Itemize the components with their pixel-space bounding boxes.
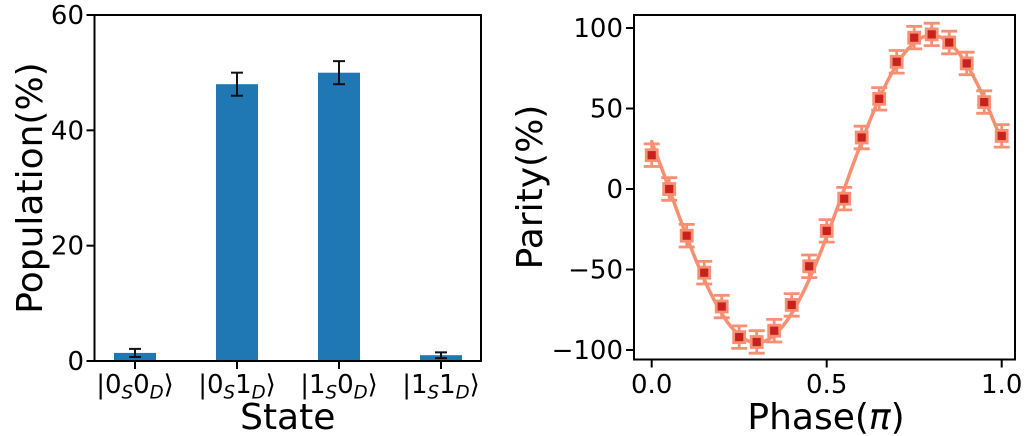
y-tick-label: 0 [67, 347, 84, 377]
x-tick-label: |1S1D⟩ [402, 370, 480, 404]
data-point-marker [872, 91, 887, 106]
y-axis-label: Parity(%) [515, 105, 551, 270]
data-point-marker [959, 56, 974, 71]
x-axis-ticks [650, 360, 1003, 368]
y-tick-label: 0 [606, 175, 623, 205]
data-point-marker [802, 259, 817, 274]
bar [216, 84, 258, 361]
data-point-marker [767, 323, 782, 338]
data-point-marker [837, 191, 852, 206]
x-tick-label: |0S0D⟩ [96, 370, 174, 404]
data-point-marker [784, 297, 799, 312]
x-tick-label: 0.5 [806, 370, 847, 400]
data-points [644, 27, 1009, 349]
data-point-marker [924, 27, 939, 42]
bars [114, 72, 462, 361]
data-point-marker [977, 95, 992, 109]
axes-frame [93, 14, 482, 362]
data-point-marker [644, 148, 659, 163]
y-tick-label: 60 [51, 1, 84, 31]
data-point-marker [749, 335, 764, 349]
x-axis-label: Phase(π) [747, 397, 904, 436]
data-point-marker [854, 130, 869, 145]
point-error-bars [643, 21, 1010, 355]
parity-phase-chart: 100 50 0 −50 −100 0.0 0.5 1.0 Phase(π) Parity(%) [515, 14, 1022, 436]
data-point-marker [662, 182, 677, 196]
x-tick-label: |1S0D⟩ [300, 370, 378, 404]
axes-frame [633, 14, 1016, 361]
population-bar-chart: 0 20 40 60 |0S0D⟩ |0S1D⟩ |1S0D⟩ |1S1D⟩ State Popu… [10, 1, 482, 436]
data-point-marker [732, 330, 747, 345]
y-axis-ticks [626, 27, 633, 351]
y-tick-label: 20 [51, 232, 84, 262]
x-tick-label: 0.0 [631, 370, 672, 400]
bar-error-bars [129, 60, 447, 360]
bar [318, 72, 360, 361]
y-tick-label: −100 [552, 336, 623, 366]
data-point-marker [942, 35, 957, 50]
data-point-marker [907, 30, 922, 45]
data-point-marker [714, 299, 729, 314]
data-point-marker [994, 128, 1009, 143]
y-tick-label: 100 [573, 14, 623, 44]
x-axis-label: State [240, 397, 335, 436]
data-point-marker [679, 228, 694, 243]
x-axis-ticks [134, 362, 442, 369]
x-tick-label: |0S1D⟩ [198, 370, 276, 404]
data-point-marker [819, 223, 834, 238]
y-tick-label: 40 [51, 116, 84, 146]
data-point-marker [889, 54, 904, 69]
fit-curve [649, 33, 1004, 345]
y-tick-label: 50 [590, 95, 623, 125]
y-axis-label: Population(%) [10, 62, 51, 313]
x-tick-label: 1.0 [981, 370, 1022, 400]
data-point-marker [697, 265, 712, 280]
y-tick-label: −50 [568, 256, 623, 286]
y-axis-ticks [86, 14, 94, 362]
